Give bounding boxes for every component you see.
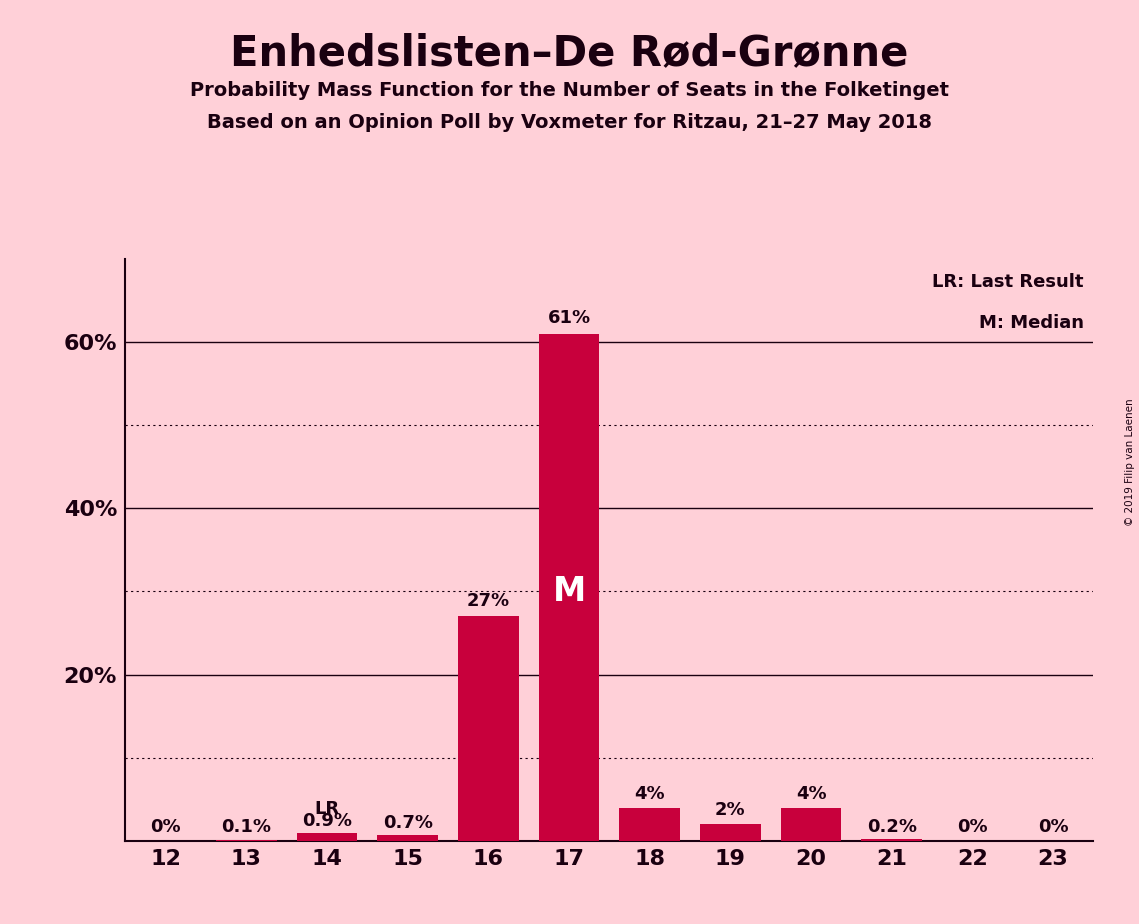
Text: Based on an Opinion Poll by Voxmeter for Ritzau, 21–27 May 2018: Based on an Opinion Poll by Voxmeter for… — [207, 113, 932, 132]
Text: 61%: 61% — [548, 309, 591, 327]
Text: 2%: 2% — [715, 801, 746, 820]
Bar — [620, 808, 680, 841]
Text: 0.2%: 0.2% — [867, 818, 917, 836]
Text: 0%: 0% — [150, 818, 181, 836]
Bar — [297, 833, 358, 841]
Text: M: M — [552, 575, 585, 608]
Bar — [539, 334, 599, 841]
Text: Enhedslisten–De Rød-Grønne: Enhedslisten–De Rød-Grønne — [230, 32, 909, 74]
Text: 0%: 0% — [1038, 818, 1068, 836]
Bar — [700, 824, 761, 841]
Text: 0.1%: 0.1% — [221, 818, 271, 836]
Text: 4%: 4% — [634, 784, 665, 803]
Text: © 2019 Filip van Laenen: © 2019 Filip van Laenen — [1125, 398, 1134, 526]
Bar — [781, 808, 842, 841]
Text: 27%: 27% — [467, 591, 510, 610]
Text: 4%: 4% — [796, 784, 827, 803]
Text: 0%: 0% — [957, 818, 988, 836]
Bar — [377, 835, 437, 841]
Bar — [458, 616, 518, 841]
Bar — [861, 839, 921, 841]
Text: Probability Mass Function for the Number of Seats in the Folketinget: Probability Mass Function for the Number… — [190, 81, 949, 101]
Text: 0.9%: 0.9% — [302, 812, 352, 830]
Text: LR: Last Result: LR: Last Result — [932, 274, 1084, 291]
Text: LR: LR — [314, 800, 339, 819]
Text: M: Median: M: Median — [978, 314, 1084, 332]
Text: 0.7%: 0.7% — [383, 814, 433, 832]
